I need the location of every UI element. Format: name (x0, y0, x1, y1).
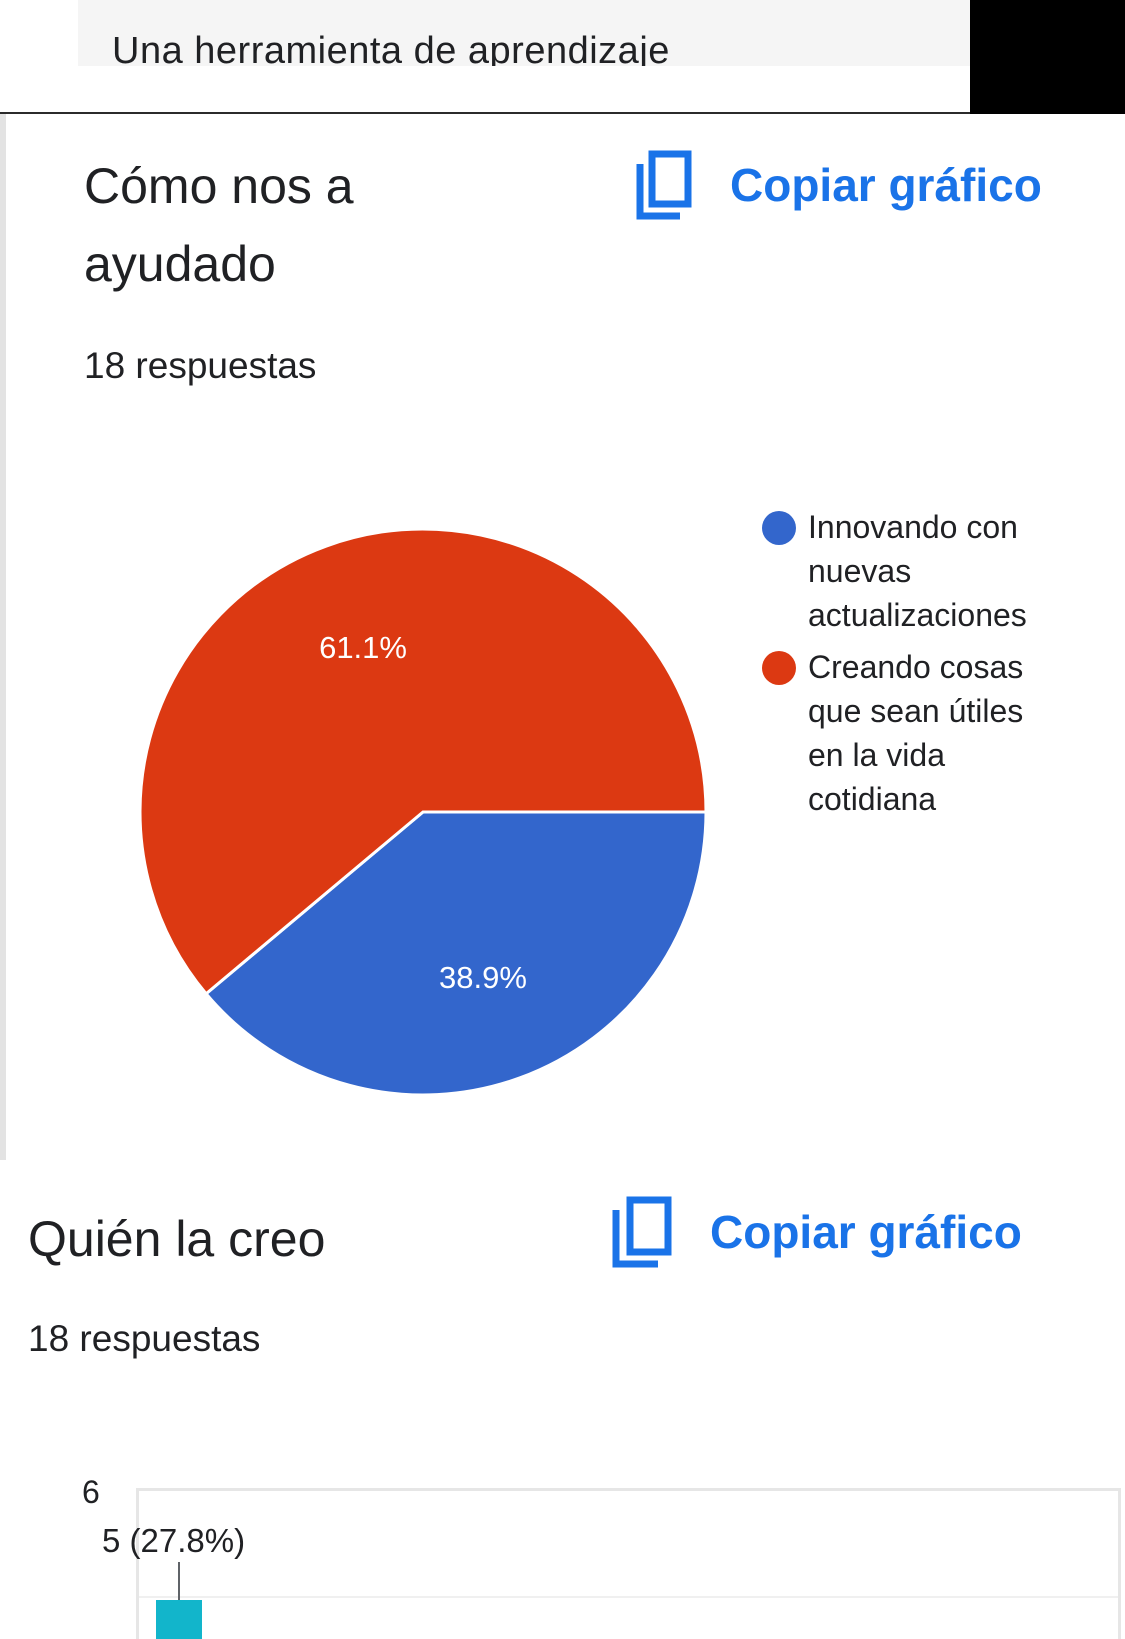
copy-icon (636, 150, 692, 220)
legend-item-innovando: Innovando con nuevas actualizaciones (762, 505, 1092, 637)
legend-dot-red (762, 651, 796, 685)
pie-slice-1 (138, 527, 708, 996)
legend-item-creando: Creando cosas que sean útiles en la vida… (762, 645, 1092, 821)
y-tick-label: 6 (82, 1474, 100, 1510)
question-card-2 (0, 1160, 1125, 1639)
grid-line (139, 1596, 1118, 1598)
question-1-title-line-2: ayudado (84, 236, 276, 292)
copy-icon (612, 1196, 672, 1268)
pie-slice-label-0: 38.9% (439, 960, 527, 995)
pie-slice-label-1: 61.1% (319, 630, 407, 665)
legend-text: actualizaciones (808, 597, 1027, 633)
form-title: Una herramienta de aprendizaje (112, 30, 670, 66)
legend-text: que sean útiles (808, 693, 1024, 729)
copy-chart-button-1[interactable]: Copiar gráfico (636, 150, 1042, 220)
bar-series-1 (156, 1600, 202, 1639)
legend-text: cotidiana (808, 781, 937, 817)
legend-text: Innovando con (808, 509, 1018, 545)
bar-value-label: 5 (27.8%) (102, 1522, 246, 1559)
pie-chart: 38.9% 61.1% (138, 527, 708, 1097)
bar-label-stem (178, 1562, 180, 1602)
legend-dot-blue (762, 511, 796, 545)
copy-chart-label: Copiar gráfico (710, 1206, 1022, 1258)
question-1-response-count: 18 respuestas (84, 345, 317, 386)
question-2-title: Quién la creo (28, 1211, 326, 1267)
redacted-block (970, 0, 1125, 114)
copy-chart-button-2[interactable]: Copiar gráfico (612, 1196, 1022, 1268)
legend-text: Creando cosas (808, 649, 1024, 685)
legend-text: nuevas (808, 553, 912, 589)
pie-slice-0 (203, 810, 708, 1097)
header-strip: Una herramienta de aprendizaje (0, 0, 970, 114)
question-1-title-line-1: Cómo nos a (84, 158, 354, 214)
form-title-banner: Una herramienta de aprendizaje (78, 0, 970, 66)
legend-text: en la vida (808, 737, 945, 773)
pie-legend: Innovando con nuevas actualizaciones Cre… (762, 505, 1092, 829)
bar-chart-plot-area (136, 1488, 1121, 1639)
question-2-response-count: 18 respuestas (28, 1318, 261, 1359)
copy-chart-label: Copiar gráfico (730, 159, 1042, 211)
